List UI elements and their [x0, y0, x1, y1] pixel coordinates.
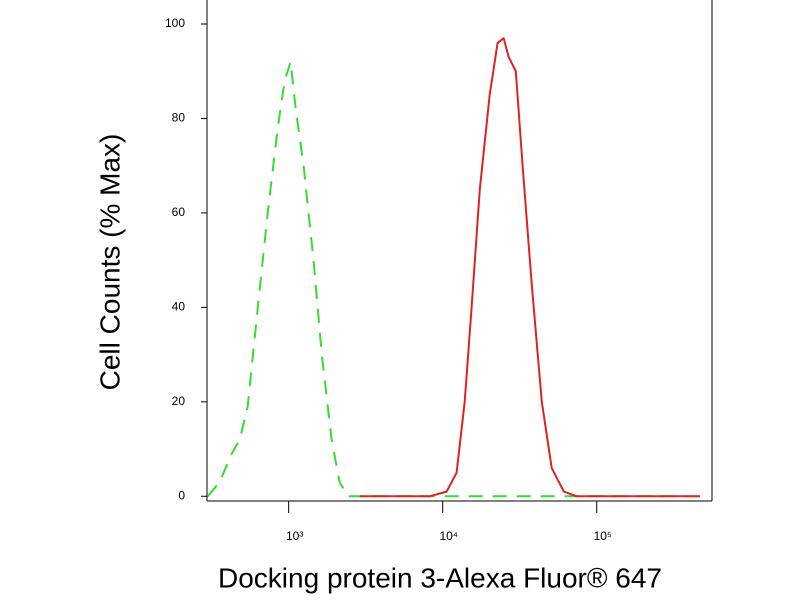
y-tick-label: 20 — [172, 394, 186, 408]
y-tick-label: 80 — [172, 111, 186, 125]
y-tick-label: 0 — [178, 488, 185, 502]
y-tick-label: 100 — [165, 16, 185, 30]
y-axis-title: Cell Counts (% Max) — [94, 134, 125, 391]
x-tick-label: 10³ — [286, 529, 303, 543]
histogram-line — [359, 37, 700, 498]
x-tick-label: 10⁴ — [439, 529, 458, 543]
x-tick-label: 10⁵ — [594, 529, 612, 543]
x-axis-title: Docking protein 3-Alexa Fluor® 647 — [218, 562, 662, 593]
y-tick-label: 60 — [172, 205, 186, 219]
y-tick-label: 40 — [172, 300, 186, 314]
histogram-line — [206, 60, 700, 498]
